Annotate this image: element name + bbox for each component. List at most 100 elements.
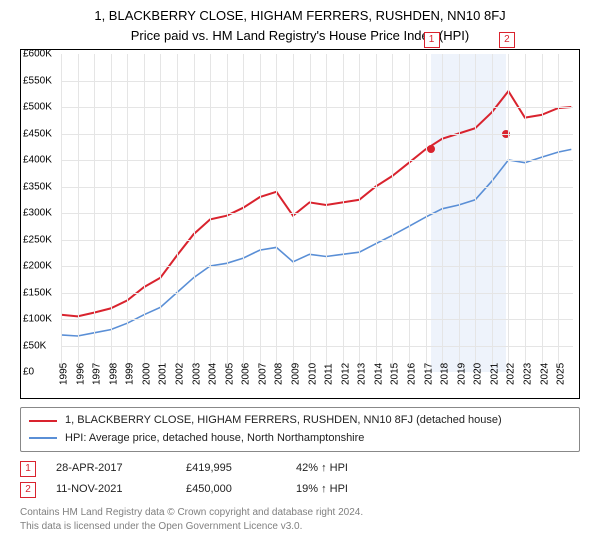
x-tick-label: 2023 [522,363,533,385]
y-tick-label: £0 [23,367,34,378]
gridline-h [61,266,573,267]
sale-row: 2 11-NOV-2021 £450,000 19% ↑ HPI [20,479,580,500]
x-tick-label: 2001 [158,363,169,385]
gridline-v [227,54,228,372]
series-property [61,91,571,316]
gridline-v [376,54,377,372]
gridline-v [558,54,559,372]
y-tick-label: £500K [23,102,52,113]
y-tick-label: £600K [23,49,52,60]
gridline-v [426,54,427,372]
legend-row: 1, BLACKBERRY CLOSE, HIGHAM FERRERS, RUS… [29,412,571,430]
gridline-h [61,187,573,188]
sale-price: £450,000 [186,479,276,500]
x-tick-label: 1999 [125,363,136,385]
gridline-v [94,54,95,372]
gridline-v [276,54,277,372]
gridline-v [409,54,410,372]
sale-delta: 19% ↑ HPI [296,479,348,500]
legend-swatch [29,420,57,422]
gridline-v [78,54,79,372]
gridline-v [310,54,311,372]
x-tick-label: 2015 [390,363,401,385]
gridline-v [392,54,393,372]
y-tick-label: £300K [23,208,52,219]
chart-container: 1, BLACKBERRY CLOSE, HIGHAM FERRERS, RUS… [0,0,600,560]
x-tick-label: 2006 [241,363,252,385]
x-tick-label: 2024 [539,363,550,385]
x-tick-label: 2013 [357,363,368,385]
footer-line-1: Contains HM Land Registry data © Crown c… [20,507,363,518]
gridline-v [243,54,244,372]
x-tick-label: 1997 [92,363,103,385]
gridline-h [61,213,573,214]
band-marker-1: 1 [424,32,440,48]
x-tick-label: 2007 [257,363,268,385]
gridline-v [160,54,161,372]
sale-number-box: 2 [20,482,36,498]
gridline-v [61,54,62,372]
sales-table: 128-APR-2017£419,99542% ↑ HPI 2 11-NOV-202… [20,458,580,500]
x-tick-label: 2002 [174,363,185,385]
sale-row: 128-APR-2017£419,99542% ↑ HPI [20,458,580,479]
gridline-v [127,54,128,372]
x-tick-label: 2000 [141,363,152,385]
gridline-v [210,54,211,372]
sale-delta: 42% ↑ HPI [296,458,348,479]
x-tick-label: 2010 [307,363,318,385]
x-tick-label: 2014 [373,363,384,385]
y-tick-label: £350K [23,181,52,192]
gridline-v [343,54,344,372]
gridline-h [61,293,573,294]
y-tick-label: £550K [23,75,52,86]
gridline-v [542,54,543,372]
y-tick-label: £150K [23,287,52,298]
y-tick-label: £100K [23,314,52,325]
gridline-h [61,240,573,241]
x-tick-label: 1996 [75,363,86,385]
x-tick-label: 2012 [340,363,351,385]
y-tick-label: £50K [23,340,46,351]
title-line-2: Price paid vs. HM Land Registry's House … [131,28,469,43]
x-tick-label: 2004 [208,363,219,385]
gridline-h [61,160,573,161]
gridline-v [508,54,509,372]
x-tick-label: 2016 [406,363,417,385]
gridline-h [61,346,573,347]
x-tick-label: 2003 [191,363,202,385]
x-tick-label: 2018 [440,363,451,385]
legend-swatch [29,437,57,439]
band-marker-2: 2 [499,32,515,48]
sale-date: 11-NOV-2021 [56,479,166,500]
x-tick-label: 2011 [324,363,335,385]
x-tick-label: 2017 [423,363,434,385]
gridline-v [177,54,178,372]
gridline-v [359,54,360,372]
gridline-v [144,54,145,372]
x-tick-label: 2021 [489,363,500,385]
footer-line-2: This data is licensed under the Open Gov… [20,521,302,532]
x-tick-label: 1995 [59,363,70,385]
gridline-v [293,54,294,372]
gridline-v [260,54,261,372]
gridline-v [111,54,112,372]
x-tick-label: 2025 [556,363,567,385]
gridline-h [61,107,573,108]
gridline-v [194,54,195,372]
sale-number-box: 1 [20,461,36,477]
x-tick-label: 2019 [456,363,467,385]
gridline-v [475,54,476,372]
x-tick-label: 2008 [274,363,285,385]
sale-marker-1 [427,145,435,153]
title-line-1: 1, BLACKBERRY CLOSE, HIGHAM FERRERS, RUS… [94,8,505,23]
gridline-h [61,319,573,320]
y-tick-label: £450K [23,128,52,139]
gridline-v [525,54,526,372]
y-tick-label: £200K [23,261,52,272]
footer: Contains HM Land Registry data © Crown c… [20,506,580,534]
x-tick-label: 1998 [108,363,119,385]
y-tick-label: £400K [23,155,52,166]
series-hpi [61,149,571,336]
gridline-h [61,81,573,82]
gridline-v [492,54,493,372]
